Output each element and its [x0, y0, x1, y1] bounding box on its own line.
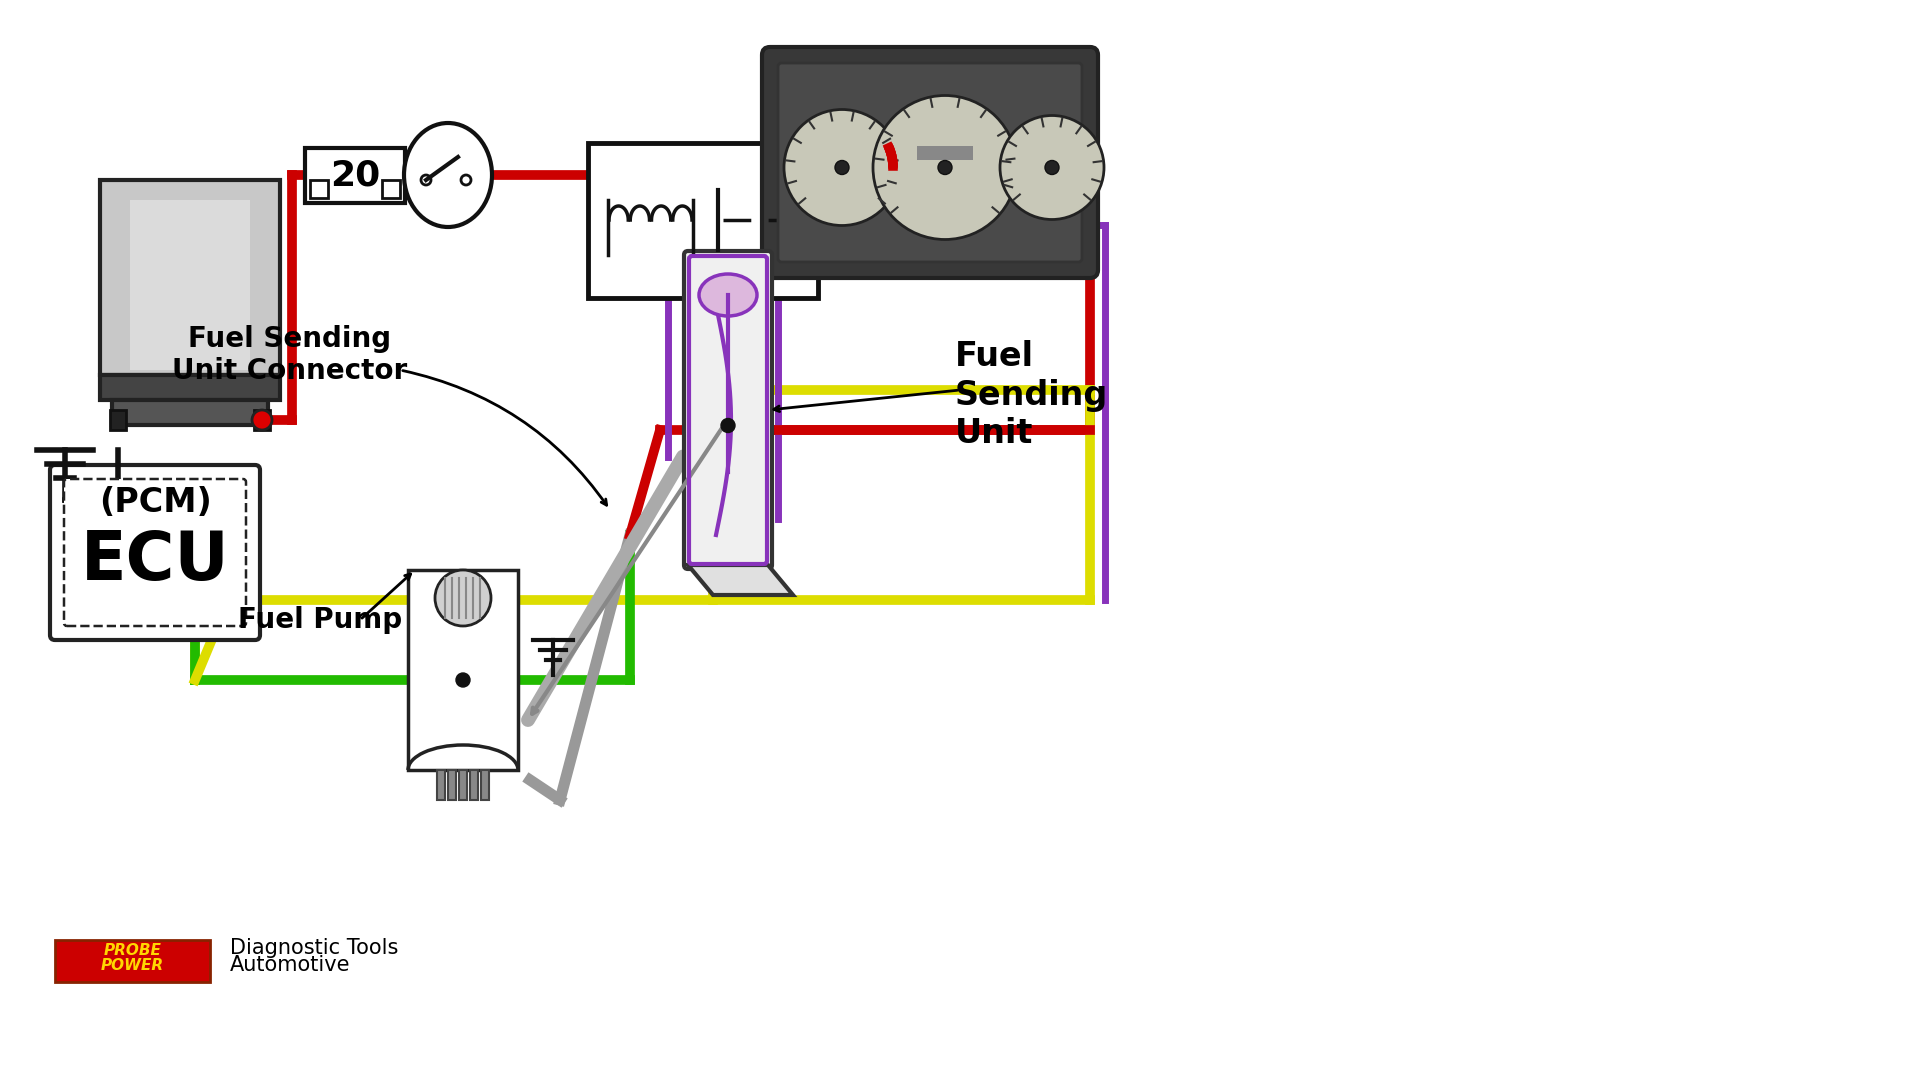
FancyBboxPatch shape [63, 480, 246, 626]
FancyBboxPatch shape [762, 48, 1098, 278]
Bar [438, 770, 445, 800]
Circle shape [420, 175, 430, 185]
Circle shape [835, 161, 849, 175]
Circle shape [874, 95, 1018, 240]
Bar [111, 400, 269, 426]
Text: ECU: ECU [81, 528, 228, 594]
FancyBboxPatch shape [778, 63, 1083, 262]
FancyBboxPatch shape [50, 465, 259, 640]
Text: POWER: POWER [102, 958, 163, 973]
Circle shape [1000, 116, 1104, 219]
Polygon shape [687, 565, 793, 595]
Bar [407, 570, 518, 770]
Text: Automotive: Automotive [230, 955, 351, 975]
Text: Fuel Sending
Unit Connector: Fuel Sending Unit Connector [173, 325, 407, 386]
FancyBboxPatch shape [684, 251, 772, 569]
Bar [588, 143, 818, 298]
Bar [305, 148, 405, 203]
FancyBboxPatch shape [100, 180, 280, 375]
Circle shape [1044, 161, 1060, 175]
Bar [382, 180, 399, 198]
Bar [309, 180, 328, 198]
Bar [447, 770, 457, 800]
Text: Diagnostic Tools: Diagnostic Tools [230, 939, 397, 958]
Circle shape [722, 418, 735, 432]
Text: Fuel Pump: Fuel Pump [238, 606, 401, 634]
Circle shape [939, 161, 952, 175]
Bar [918, 146, 973, 160]
Bar [482, 770, 490, 800]
Bar [459, 770, 467, 800]
Bar [253, 410, 271, 430]
Ellipse shape [403, 123, 492, 227]
Bar [470, 770, 478, 800]
Circle shape [461, 175, 470, 185]
Circle shape [457, 673, 470, 687]
Bar [131, 200, 250, 370]
Text: Fuel
Sending
Unit: Fuel Sending Unit [954, 340, 1108, 449]
Bar [56, 940, 209, 982]
Circle shape [783, 109, 900, 226]
Text: (PCM): (PCM) [98, 486, 211, 519]
Text: PROBE: PROBE [104, 943, 161, 958]
Text: 20: 20 [330, 159, 380, 192]
Circle shape [252, 410, 273, 430]
Ellipse shape [699, 274, 756, 316]
Bar [109, 410, 127, 430]
Bar [100, 375, 280, 400]
Circle shape [436, 570, 492, 626]
